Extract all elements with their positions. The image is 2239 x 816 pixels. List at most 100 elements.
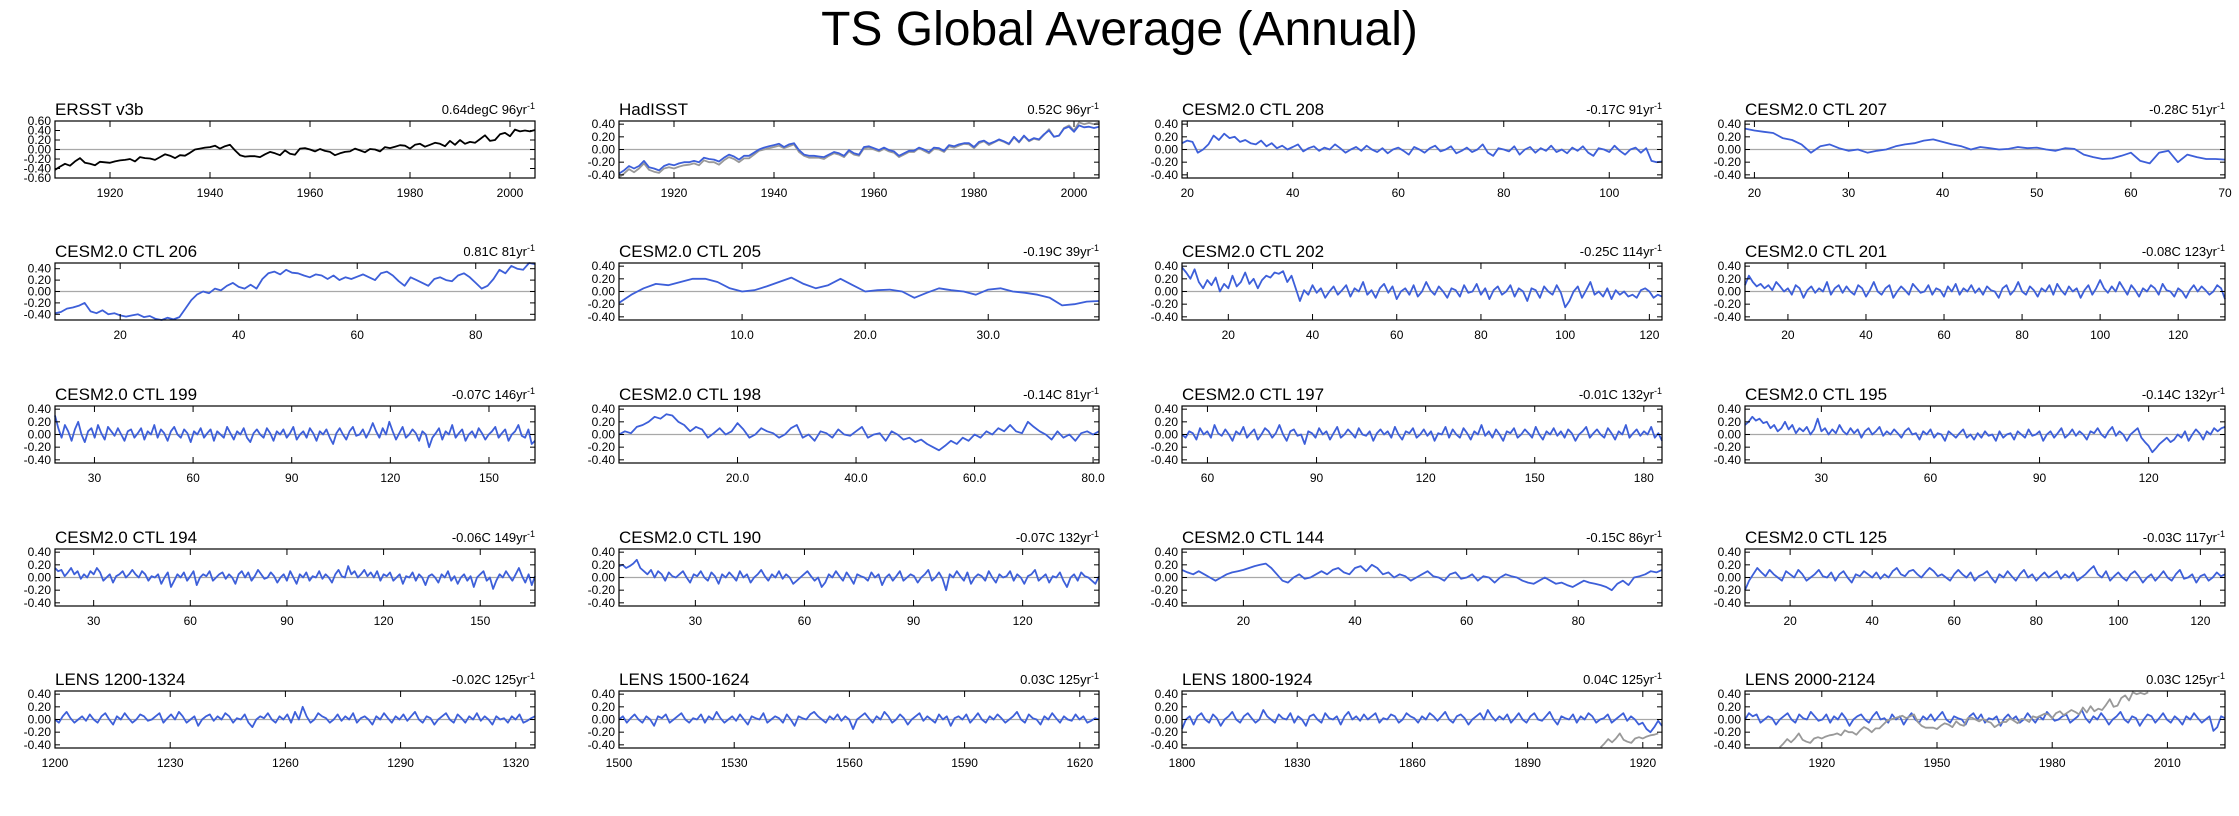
panel-title: LENS 1800-1924 [1182, 670, 1312, 689]
x-tick-label: 60 [2124, 186, 2138, 200]
y-tick-label: 0.00 [592, 428, 616, 442]
x-tick-label: 1530 [721, 756, 748, 770]
chart-panel: CESM2.0 CTL 202 -0.25C 114yr-1 0.400.200.0… [1151, 242, 1663, 342]
x-tick-label: 80 [469, 328, 483, 342]
x-tick-label: 60 [1937, 328, 1951, 342]
series-line [54, 128, 536, 171]
x-tick-label: 1260 [272, 756, 299, 770]
y-tick-label: 0.00 [28, 285, 52, 299]
trend-label: -0.01C 132yr-1 [1579, 386, 1662, 402]
panel-title: CESM2.0 CTL 125 [1745, 528, 1887, 547]
trend-label: -0.17C 91yr-1 [1586, 101, 1662, 117]
y-tick-label: 0.00 [592, 571, 616, 585]
x-tick-label: 90 [2033, 471, 2047, 485]
y-tick-label: 0.20 [1155, 558, 1179, 572]
chart-panel: CESM2.0 CTL 194 -0.06C 149yr-1 0.400.200.0… [24, 528, 536, 628]
x-tick-label: 1320 [502, 756, 529, 770]
panel-title: LENS 1200-1324 [55, 670, 185, 689]
x-tick-label: 120 [2139, 471, 2159, 485]
x-tick-label: 1950 [1924, 756, 1951, 770]
panel-title: CESM2.0 CTL 199 [55, 385, 197, 404]
y-tick-label: 0.20 [28, 273, 52, 287]
trend-label: -0.07C 146yr-1 [452, 386, 535, 402]
trend-label: -0.02C 125yr-1 [452, 671, 535, 687]
x-tick-label: 60.0 [963, 471, 987, 485]
y-tick-label: 0.20 [28, 133, 52, 147]
y-tick-label: -0.20 [1151, 583, 1179, 597]
chart-panel: CESM2.0 CTL 198 -0.14C 81yr-1 0.400.200.00… [588, 385, 1105, 485]
y-tick-label: 0.00 [1155, 571, 1179, 585]
x-tick-label: 120 [1416, 471, 1436, 485]
y-tick-label: -0.40 [24, 738, 52, 752]
y-tick-label: 0.40 [592, 545, 616, 559]
y-tick-label: 0.40 [1718, 117, 1742, 131]
y-tick-label: -0.20 [1151, 440, 1179, 454]
y-tick-label: -0.40 [1151, 168, 1179, 182]
x-tick-label: 40 [1286, 186, 1300, 200]
x-tick-label: 40 [1865, 614, 1879, 628]
x-tick-label: 1940 [761, 186, 788, 200]
x-tick-label: 1980 [397, 186, 424, 200]
y-tick-label: 0.20 [28, 558, 52, 572]
page-title: TS Global Average (Annual) [821, 3, 1418, 56]
x-tick-label: 100 [2108, 614, 2128, 628]
y-tick-label: 0.40 [592, 687, 616, 701]
y-tick-label: 0.40 [28, 545, 52, 559]
y-tick-label: 0.20 [1155, 700, 1179, 714]
x-tick-label: 1920 [1808, 756, 1835, 770]
chart-panel: CESM2.0 CTL 197 -0.01C 132yr-1 0.400.200.0… [1151, 385, 1663, 485]
trend-label: 0.81C 81yr-1 [463, 243, 535, 259]
y-tick-label: 0.00 [28, 713, 52, 727]
panel-title: CESM2.0 CTL 202 [1182, 242, 1324, 261]
y-tick-label: -0.40 [1151, 738, 1179, 752]
x-tick-label: 1920 [97, 186, 124, 200]
x-tick-label: 60 [798, 614, 812, 628]
y-tick-label: -0.20 [24, 440, 52, 454]
trend-label: -0.07C 132yr-1 [1016, 529, 1099, 545]
y-tick-label: 0.00 [1718, 713, 1742, 727]
x-tick-label: 120 [1013, 614, 1033, 628]
x-tick-label: 40 [1348, 614, 1362, 628]
x-tick-label: 80 [1497, 186, 1511, 200]
trend-label: -0.19C 39yr-1 [1023, 243, 1099, 259]
x-tick-label: 1200 [42, 756, 69, 770]
x-tick-label: 1940 [197, 186, 224, 200]
x-tick-label: 1860 [1399, 756, 1426, 770]
x-tick-label: 20 [1222, 328, 1236, 342]
chart-panel: HadISST 0.52C 96yr-1 0.400.200.00-0.20-0.4… [588, 100, 1100, 200]
series-line [1744, 709, 2226, 732]
series-line [54, 415, 536, 449]
x-tick-label: 1890 [1514, 756, 1541, 770]
y-tick-label: -0.20 [588, 297, 616, 311]
y-tick-label: 0.40 [1718, 259, 1742, 273]
x-tick-label: 80 [2030, 614, 2044, 628]
panel-title: CESM2.0 CTL 194 [55, 528, 197, 547]
y-tick-label: 0.20 [1155, 415, 1179, 429]
series-line [618, 413, 1100, 452]
x-tick-label: 50 [2030, 186, 2044, 200]
panel-title: CESM2.0 CTL 198 [619, 385, 761, 404]
y-tick-label: 0.20 [1718, 272, 1742, 286]
x-tick-label: 2000 [1061, 186, 1088, 200]
x-tick-label: 90 [280, 614, 294, 628]
x-tick-label: 20 [1781, 328, 1795, 342]
chart-panel: CESM2.0 CTL 199 -0.07C 146yr-1 0.400.200.0… [24, 385, 536, 485]
y-tick-label: -0.40 [588, 596, 616, 610]
series-line [1181, 562, 1663, 592]
panel-title: CESM2.0 CTL 201 [1745, 242, 1887, 261]
chart-panel: CESM2.0 CTL 195 -0.14C 132yr-1 0.400.200.0… [1714, 385, 2226, 485]
y-tick-label: -0.20 [1151, 297, 1179, 311]
chart-panel: CESM2.0 CTL 206 0.81C 81yr-10.400.200.00-… [24, 242, 536, 342]
trend-label: -0.28C 51yr-1 [2149, 101, 2225, 117]
y-tick-label: -0.40 [1714, 596, 1742, 610]
x-tick-label: 60 [1460, 614, 1474, 628]
chart-panel: LENS 1800-1924 0.04C 125yr-10.400.200.00-… [1151, 670, 1663, 770]
chart-panel: CESM2.0 CTL 207 -0.28C 51yr-1 0.400.200.00… [1714, 100, 2232, 200]
x-tick-label: 1590 [951, 756, 978, 770]
x-tick-label: 80 [1474, 328, 1488, 342]
y-tick-label: 0.40 [1155, 687, 1179, 701]
x-tick-label: 60 [186, 471, 200, 485]
y-tick-label: -0.20 [588, 725, 616, 739]
y-tick-label: 0.00 [1155, 143, 1179, 157]
